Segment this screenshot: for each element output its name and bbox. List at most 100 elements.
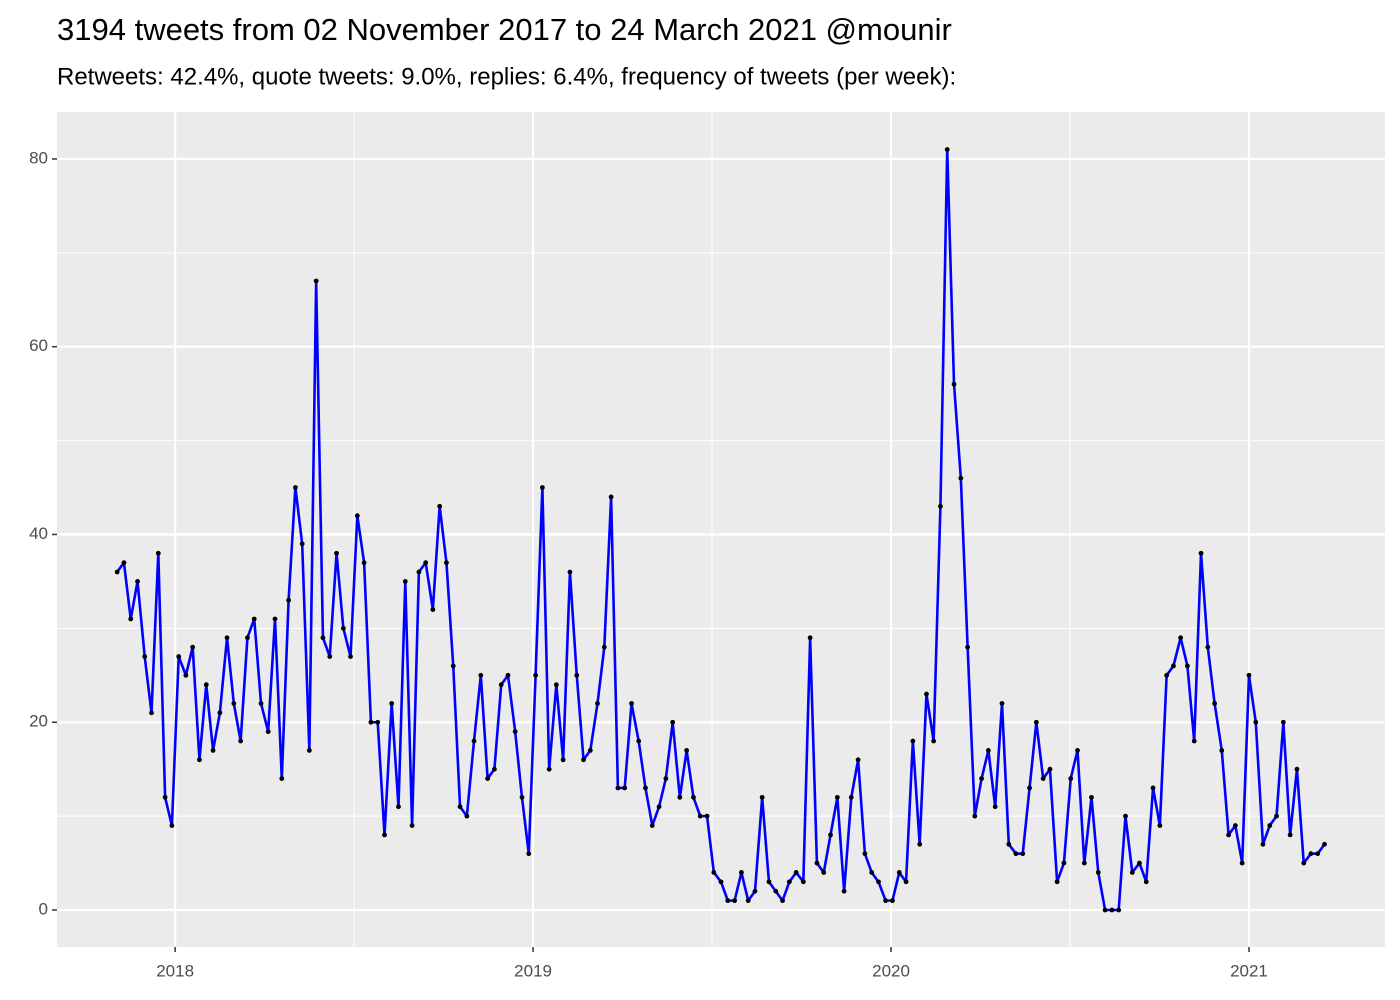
data-point	[176, 654, 182, 659]
y-tick-label: 60	[29, 336, 48, 355]
data-point	[485, 776, 491, 781]
x-tick-label: 2019	[514, 961, 552, 980]
y-tick-label: 20	[29, 712, 48, 731]
data-point	[732, 898, 738, 904]
data-point	[944, 147, 950, 152]
data-point	[464, 813, 470, 819]
data-point	[1143, 879, 1149, 885]
data-point	[560, 757, 566, 763]
data-point	[1116, 907, 1122, 913]
data-point	[595, 701, 600, 706]
data-point	[340, 625, 346, 631]
data-point	[162, 794, 168, 800]
data-point	[1232, 823, 1238, 828]
data-point	[1040, 776, 1046, 781]
data-point	[121, 560, 127, 566]
data-point	[1102, 907, 1108, 913]
data-point	[979, 776, 984, 781]
data-point	[197, 757, 202, 763]
data-point	[368, 719, 374, 725]
data-point	[656, 804, 662, 810]
data-point	[1089, 794, 1094, 800]
data-point	[718, 879, 724, 885]
data-point	[327, 654, 333, 659]
data-point	[725, 898, 731, 904]
data-point	[354, 513, 360, 519]
data-point	[766, 879, 772, 885]
data-point	[855, 757, 861, 763]
data-point	[1260, 841, 1266, 847]
data-point	[601, 644, 607, 650]
data-point	[272, 616, 278, 622]
data-point	[437, 503, 443, 509]
data-point	[1171, 663, 1176, 669]
data-point	[190, 644, 196, 650]
data-point	[258, 701, 264, 706]
data-point	[245, 635, 250, 641]
data-point	[279, 776, 285, 781]
data-point	[684, 748, 690, 753]
data-point	[711, 870, 717, 875]
data-point	[697, 813, 703, 819]
data-point	[498, 682, 504, 688]
data-point	[1274, 813, 1279, 819]
data-point	[807, 635, 813, 641]
data-point	[828, 832, 833, 838]
data-point	[745, 898, 751, 904]
data-point	[553, 682, 559, 688]
data-point	[292, 485, 298, 490]
data-point	[1054, 879, 1060, 885]
x-tick-label: 2018	[156, 961, 194, 980]
data-point	[841, 888, 847, 894]
data-point	[1081, 860, 1087, 866]
data-point	[567, 569, 573, 575]
data-point	[457, 804, 463, 810]
data-point	[533, 672, 538, 678]
data-point	[1239, 860, 1245, 866]
data-point	[848, 794, 854, 800]
data-point	[896, 870, 902, 875]
data-point	[814, 860, 820, 866]
data-point	[1178, 635, 1184, 641]
data-point	[1027, 785, 1032, 791]
data-point	[1129, 870, 1135, 875]
x-tick-label: 2020	[872, 961, 910, 980]
data-point	[1068, 776, 1074, 781]
data-point	[389, 701, 395, 706]
y-tick-label: 80	[29, 148, 48, 167]
data-point	[615, 785, 621, 791]
data-point	[238, 738, 244, 744]
data-point	[786, 879, 792, 885]
data-point	[217, 710, 223, 716]
data-point	[931, 738, 937, 744]
data-point	[409, 823, 415, 828]
data-point	[834, 794, 840, 800]
data-point	[546, 766, 552, 772]
data-point	[883, 898, 889, 904]
data-point	[128, 616, 134, 622]
data-point	[1315, 851, 1321, 857]
data-point	[1013, 851, 1019, 857]
x-tick-label: 2021	[1230, 961, 1268, 980]
data-point	[622, 785, 628, 791]
data-point	[876, 879, 881, 885]
data-point	[1219, 748, 1225, 753]
data-point	[1267, 823, 1273, 828]
data-point	[430, 607, 436, 612]
data-point	[450, 663, 456, 669]
data-point	[1020, 851, 1026, 857]
data-point	[1047, 766, 1053, 772]
data-point	[800, 879, 806, 885]
y-tick-label: 0	[39, 899, 48, 918]
data-point	[1185, 663, 1190, 669]
data-point	[958, 475, 964, 481]
data-point	[910, 738, 916, 744]
data-point	[539, 485, 545, 490]
data-point	[526, 851, 532, 857]
data-point	[1109, 907, 1115, 913]
data-point	[1280, 719, 1286, 725]
data-point	[938, 503, 943, 509]
data-point	[505, 672, 511, 678]
data-point	[793, 870, 799, 875]
